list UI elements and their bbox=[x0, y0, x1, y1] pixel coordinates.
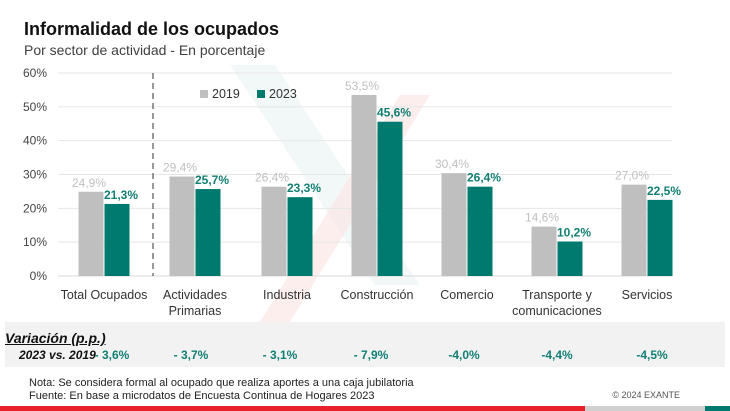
bar-2023-2 bbox=[287, 197, 313, 276]
data-label: 30,4% bbox=[435, 157, 469, 171]
bar-chart: 0% 10% 20% 30% 40% 50% 60% 24,9% 29,4% 26,4% 53,5%… bbox=[23, 66, 681, 318]
data-label: 10,2% bbox=[557, 225, 591, 239]
bar-2019-6 bbox=[621, 184, 647, 276]
data-label: 29,4% bbox=[163, 161, 197, 175]
footnote: Nota: Se considera formal al ocupado que… bbox=[29, 377, 414, 403]
data-label: 23,3% bbox=[287, 181, 321, 195]
bar-2023-0 bbox=[104, 203, 130, 276]
data-label: 25,7% bbox=[195, 173, 229, 187]
legend-label-2019: 2019 bbox=[212, 87, 240, 101]
y-tick-label: 20% bbox=[23, 201, 47, 215]
note-text: Nota: Se considera formal al ocupado que… bbox=[29, 377, 414, 389]
y-tick-label: 10% bbox=[23, 235, 47, 249]
bar-2023-3 bbox=[377, 121, 403, 276]
x-category-label: Industria bbox=[263, 288, 311, 302]
y-tick-label: 40% bbox=[23, 134, 47, 148]
chart-subtitle: Por sector de actividad - En porcentaje bbox=[24, 42, 266, 58]
data-label: 24,9% bbox=[72, 176, 106, 190]
bottom-bar-gray bbox=[585, 406, 705, 411]
variation-band bbox=[5, 322, 725, 367]
legend-swatch-2023 bbox=[257, 90, 265, 98]
x-category-label: Servicios bbox=[622, 288, 673, 302]
variation-value: - 7,9% bbox=[353, 348, 389, 362]
bottom-bar-green bbox=[705, 406, 730, 411]
variation-title: Variación (p.p.) bbox=[5, 330, 106, 346]
x-category-label: Actividades bbox=[163, 288, 227, 302]
x-category-label: comunicaciones bbox=[512, 304, 602, 318]
variation-value: -4,5% bbox=[636, 348, 668, 362]
x-category-label: Total Ocupados bbox=[61, 288, 148, 302]
y-tick-label: 60% bbox=[23, 66, 47, 80]
y-tick-label: 30% bbox=[23, 168, 47, 182]
variation-value: -4,4% bbox=[541, 348, 573, 362]
bar-2023-6 bbox=[647, 199, 673, 276]
bar-2019-0 bbox=[78, 191, 104, 276]
bottom-bar-red bbox=[0, 406, 585, 411]
bar-2019-3 bbox=[351, 94, 377, 276]
variation-value: - 3,6% bbox=[94, 348, 130, 362]
data-label: 27,0% bbox=[615, 169, 649, 183]
y-tick-label: 50% bbox=[23, 100, 47, 114]
data-label: 26,4% bbox=[467, 171, 501, 185]
bar-2019-4 bbox=[441, 173, 467, 276]
x-category-label: Comercio bbox=[440, 288, 494, 302]
chart-title: Informalidad de los ocupados bbox=[24, 19, 280, 39]
data-label: 21,3% bbox=[104, 188, 138, 202]
variation-subtitle: 2023 vs. 2019 bbox=[19, 348, 96, 362]
data-label: 22,5% bbox=[647, 184, 681, 198]
x-category-label: Construcción bbox=[341, 288, 414, 302]
data-label: 26,4% bbox=[255, 171, 289, 185]
data-label: 53,5% bbox=[345, 79, 379, 93]
bar-2019-1 bbox=[169, 176, 195, 276]
data-label: 45,6% bbox=[377, 106, 411, 120]
source-text: Fuente: En base a microdatos de Encuesta… bbox=[29, 390, 375, 402]
y-tick-label: 0% bbox=[30, 269, 48, 283]
variation-value: - 3,7% bbox=[173, 348, 209, 362]
variation-value: - 3,1% bbox=[262, 348, 298, 362]
data-label: 14,6% bbox=[525, 211, 559, 225]
legend-swatch-2019 bbox=[200, 90, 208, 98]
x-category-label: Primarias bbox=[169, 304, 222, 318]
bar-2023-5 bbox=[557, 241, 583, 276]
bar-2023-1 bbox=[195, 189, 221, 276]
variation-value: -4,0% bbox=[448, 348, 480, 362]
bar-2019-5 bbox=[531, 226, 557, 276]
x-category-label: Transporte y bbox=[522, 288, 592, 302]
bar-2023-4 bbox=[467, 186, 493, 276]
bar-2019-2 bbox=[261, 186, 287, 276]
copyright: © 2024 EXANTE bbox=[612, 390, 680, 400]
legend-label-2023: 2023 bbox=[269, 87, 297, 101]
